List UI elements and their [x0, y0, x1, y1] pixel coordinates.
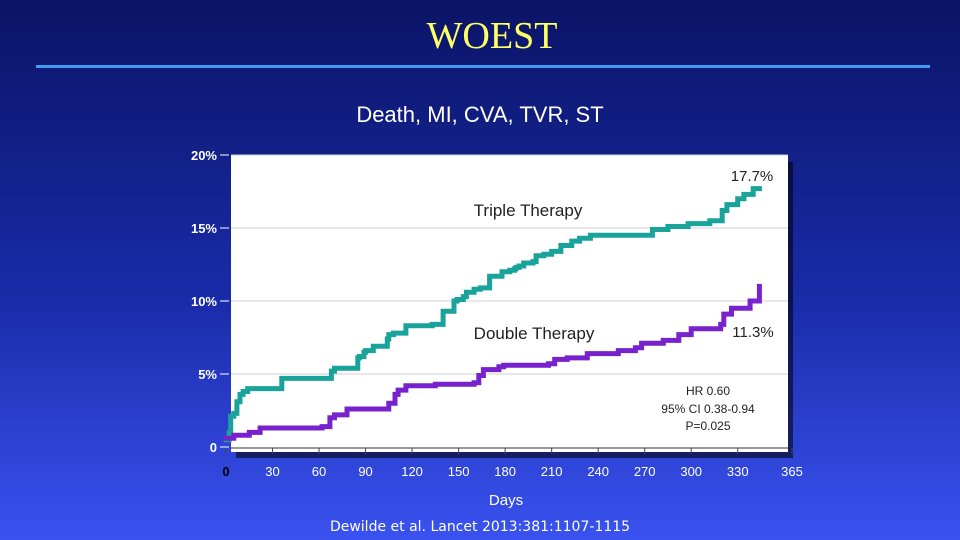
- hr-line-3: P=0.025: [685, 419, 730, 433]
- x-tick-label: 60: [312, 464, 326, 479]
- slide-title: WOEST: [426, 15, 558, 57]
- citation: Dewilde et al. Lancet 2013:381:1107-1115: [329, 519, 631, 535]
- x-tick-label: 365: [781, 464, 803, 479]
- y-tick-label: 15%: [191, 221, 217, 236]
- x-tick-label: 30: [265, 464, 279, 479]
- x-tick-label: 270: [634, 464, 656, 479]
- hr-line-1: HR 0.60: [686, 384, 730, 398]
- x-tick-label: 330: [727, 464, 749, 479]
- x-tick-label: 210: [541, 464, 563, 479]
- series-line-triple: [223, 186, 762, 443]
- hr-line-2: 95% CI 0.38-0.94: [661, 402, 755, 416]
- x-tick-label: 240: [587, 464, 609, 479]
- y-tick-label: 0: [210, 440, 217, 455]
- title-rule: [36, 65, 930, 68]
- x-tick-label: 150: [448, 464, 470, 479]
- end-value-triple: 17.7%: [731, 168, 774, 185]
- x-tick-label: 90: [358, 464, 372, 479]
- x-axis-title: Days: [489, 492, 523, 509]
- end-value-double: 11.3%: [732, 324, 773, 341]
- x-tick-label: 120: [401, 464, 423, 479]
- x-tick-label: 300: [680, 464, 702, 479]
- x-tick-label: 0: [222, 464, 229, 479]
- x-tick-label: 180: [494, 464, 516, 479]
- y-tick-label: 10%: [191, 294, 217, 309]
- series-label-triple: Triple Therapy: [474, 201, 583, 220]
- chart-subtitle: Death, MI, CVA, TVR, ST: [356, 102, 603, 127]
- y-tick-label: 5%: [198, 367, 217, 382]
- y-tick-label: 20%: [191, 148, 217, 163]
- series-line-double: [223, 283, 762, 441]
- series-label-double: Double Therapy: [474, 324, 595, 343]
- plot-area: [231, 155, 788, 452]
